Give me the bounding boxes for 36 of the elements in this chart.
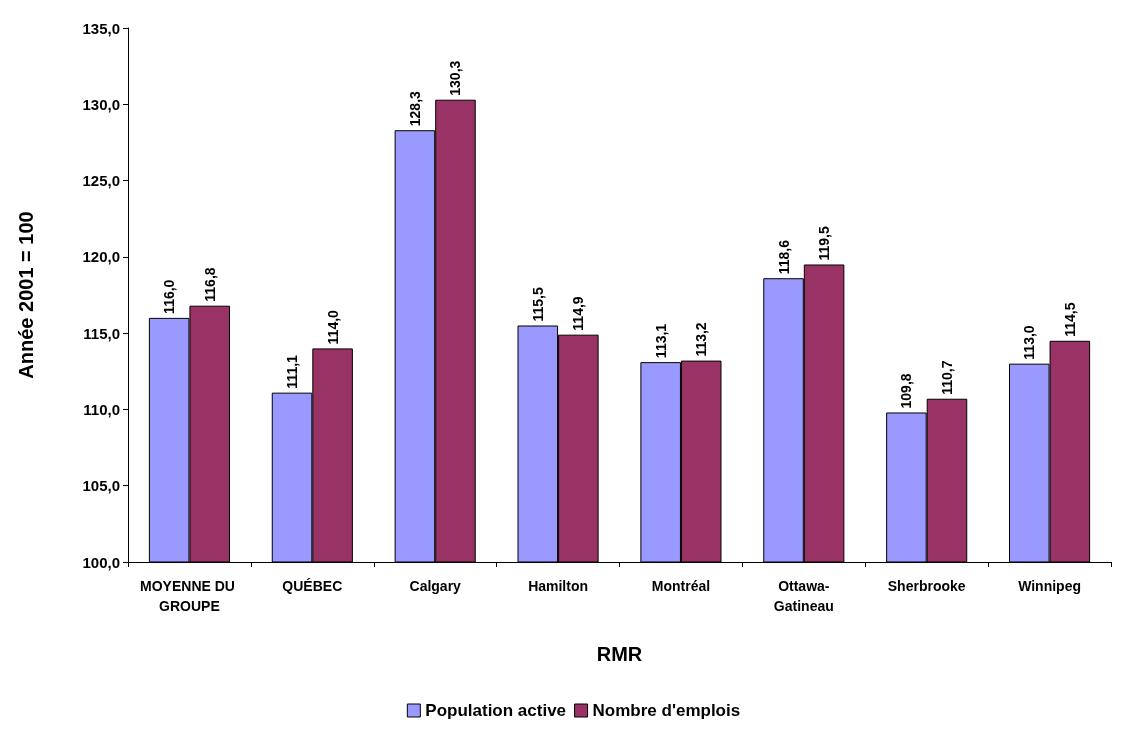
y-tick-label: 115,0: [83, 324, 120, 342]
data-label: 114,5: [1061, 302, 1078, 337]
data-label: 114,9: [570, 296, 587, 331]
data-label: 110,7: [938, 360, 955, 395]
y-tick-label: 125,0: [82, 172, 120, 190]
x-tick-label: MOYENNE DU GROUPE: [140, 578, 239, 614]
data-label: 130,3: [447, 60, 464, 96]
data-label: 116,0: [161, 279, 178, 314]
legend-label: Nombre d'emplois: [592, 701, 741, 720]
y-axis-title: Année 2001 = 100: [15, 211, 37, 379]
data-label: 128,3: [406, 90, 423, 127]
data-label: 113,1: [652, 323, 669, 359]
x-tick-label: Ottawa-Gatineau: [773, 578, 834, 614]
data-label: 111,1: [284, 354, 301, 389]
data-label: 119,5: [816, 226, 833, 261]
data-label: 113,0: [1021, 325, 1038, 360]
y-tick-label: 130,0: [82, 95, 120, 113]
x-tick-label: Sherbrooke: [887, 578, 966, 594]
x-tick-label: QUÉBEC: [282, 578, 343, 594]
x-tick-label: Montréal: [651, 578, 711, 594]
legend-label: Population active: [425, 701, 567, 720]
data-label: 116,8: [201, 267, 218, 302]
y-tick-label: 120,0: [82, 248, 120, 266]
x-tick-label: Calgary: [409, 578, 462, 594]
data-label: 113,2: [693, 322, 710, 357]
data-label: 109,8: [898, 373, 915, 409]
x-axis-title: RMR: [596, 643, 643, 665]
data-label: 118,6: [775, 239, 792, 275]
y-tick-label: 105,0: [82, 477, 120, 495]
x-tick-label: Winnipeg: [1018, 578, 1081, 594]
data-label: 115,5: [529, 287, 546, 322]
x-tick-label: Hamilton: [528, 578, 589, 594]
data-label: 114,0: [324, 309, 341, 345]
y-tick-label: 135,0: [82, 19, 120, 37]
y-tick-label: 110,0: [83, 400, 120, 418]
y-tick-label: 100,0: [82, 553, 120, 571]
